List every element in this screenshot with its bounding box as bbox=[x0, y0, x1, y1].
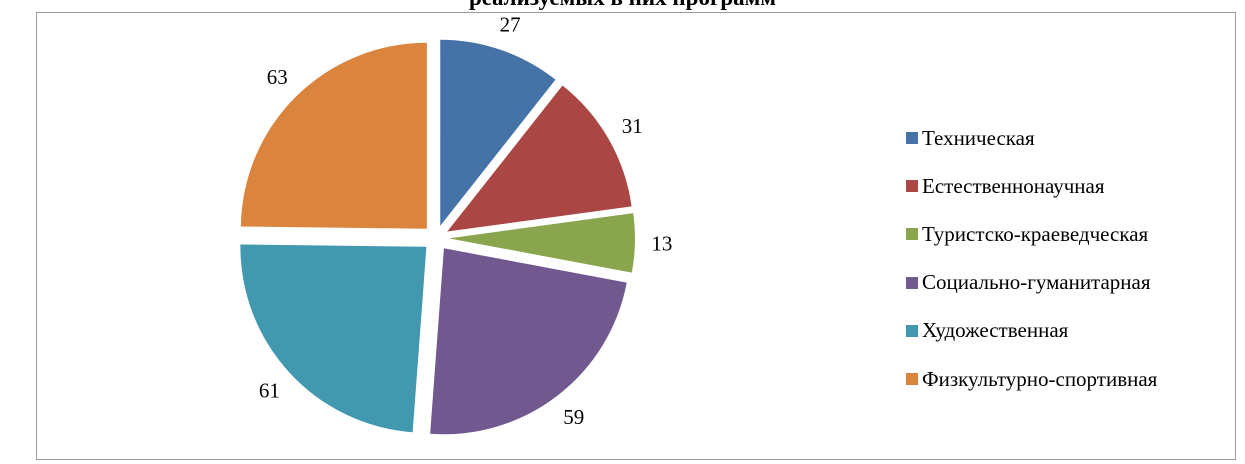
legend-swatch bbox=[906, 373, 918, 386]
data-label-5: 61 bbox=[259, 379, 280, 403]
legend-item: Физкультурно-спортивная bbox=[906, 355, 1157, 403]
legend-swatch bbox=[906, 228, 918, 241]
legend: Техническая Естественнонаучная Туристско-к… bbox=[906, 114, 1157, 403]
data-label-6: 63 bbox=[267, 65, 288, 89]
legend-item: Техническая bbox=[906, 114, 1157, 162]
chart-title: реализуемых в них программ bbox=[0, 0, 1245, 13]
chart-frame bbox=[36, 12, 1236, 460]
legend-label: Социально-гуманитарная bbox=[922, 270, 1151, 295]
legend-item: Естественнонаучная bbox=[906, 162, 1157, 210]
data-label-2: 31 bbox=[622, 114, 643, 138]
pie-slice-2 bbox=[447, 85, 632, 232]
data-label-4: 59 bbox=[563, 405, 584, 429]
legend-swatch bbox=[906, 276, 918, 289]
legend-label: Физкультурно-спортивная bbox=[922, 366, 1158, 391]
legend-item: Туристско-краеведческая bbox=[906, 210, 1157, 258]
pie-slice-4 bbox=[430, 248, 627, 435]
legend-label: Художественная bbox=[922, 318, 1069, 343]
legend-label: Туристско-краеведческая bbox=[922, 221, 1149, 246]
legend-label: Техническая bbox=[922, 125, 1035, 150]
pie-slice-5 bbox=[240, 244, 427, 433]
pie-slice-1 bbox=[440, 39, 556, 226]
pie-slice-6 bbox=[240, 42, 427, 229]
legend-swatch bbox=[906, 324, 918, 337]
legend-label: Естественнонаучная bbox=[922, 173, 1105, 198]
legend-item: Социально-гуманитарная bbox=[906, 259, 1157, 307]
pie-slice-3 bbox=[449, 213, 635, 273]
data-label-1: 27 bbox=[500, 13, 521, 37]
legend-item: Художественная bbox=[906, 307, 1157, 355]
data-label-3: 13 bbox=[651, 232, 672, 256]
legend-swatch bbox=[906, 180, 918, 193]
legend-swatch bbox=[906, 132, 918, 145]
